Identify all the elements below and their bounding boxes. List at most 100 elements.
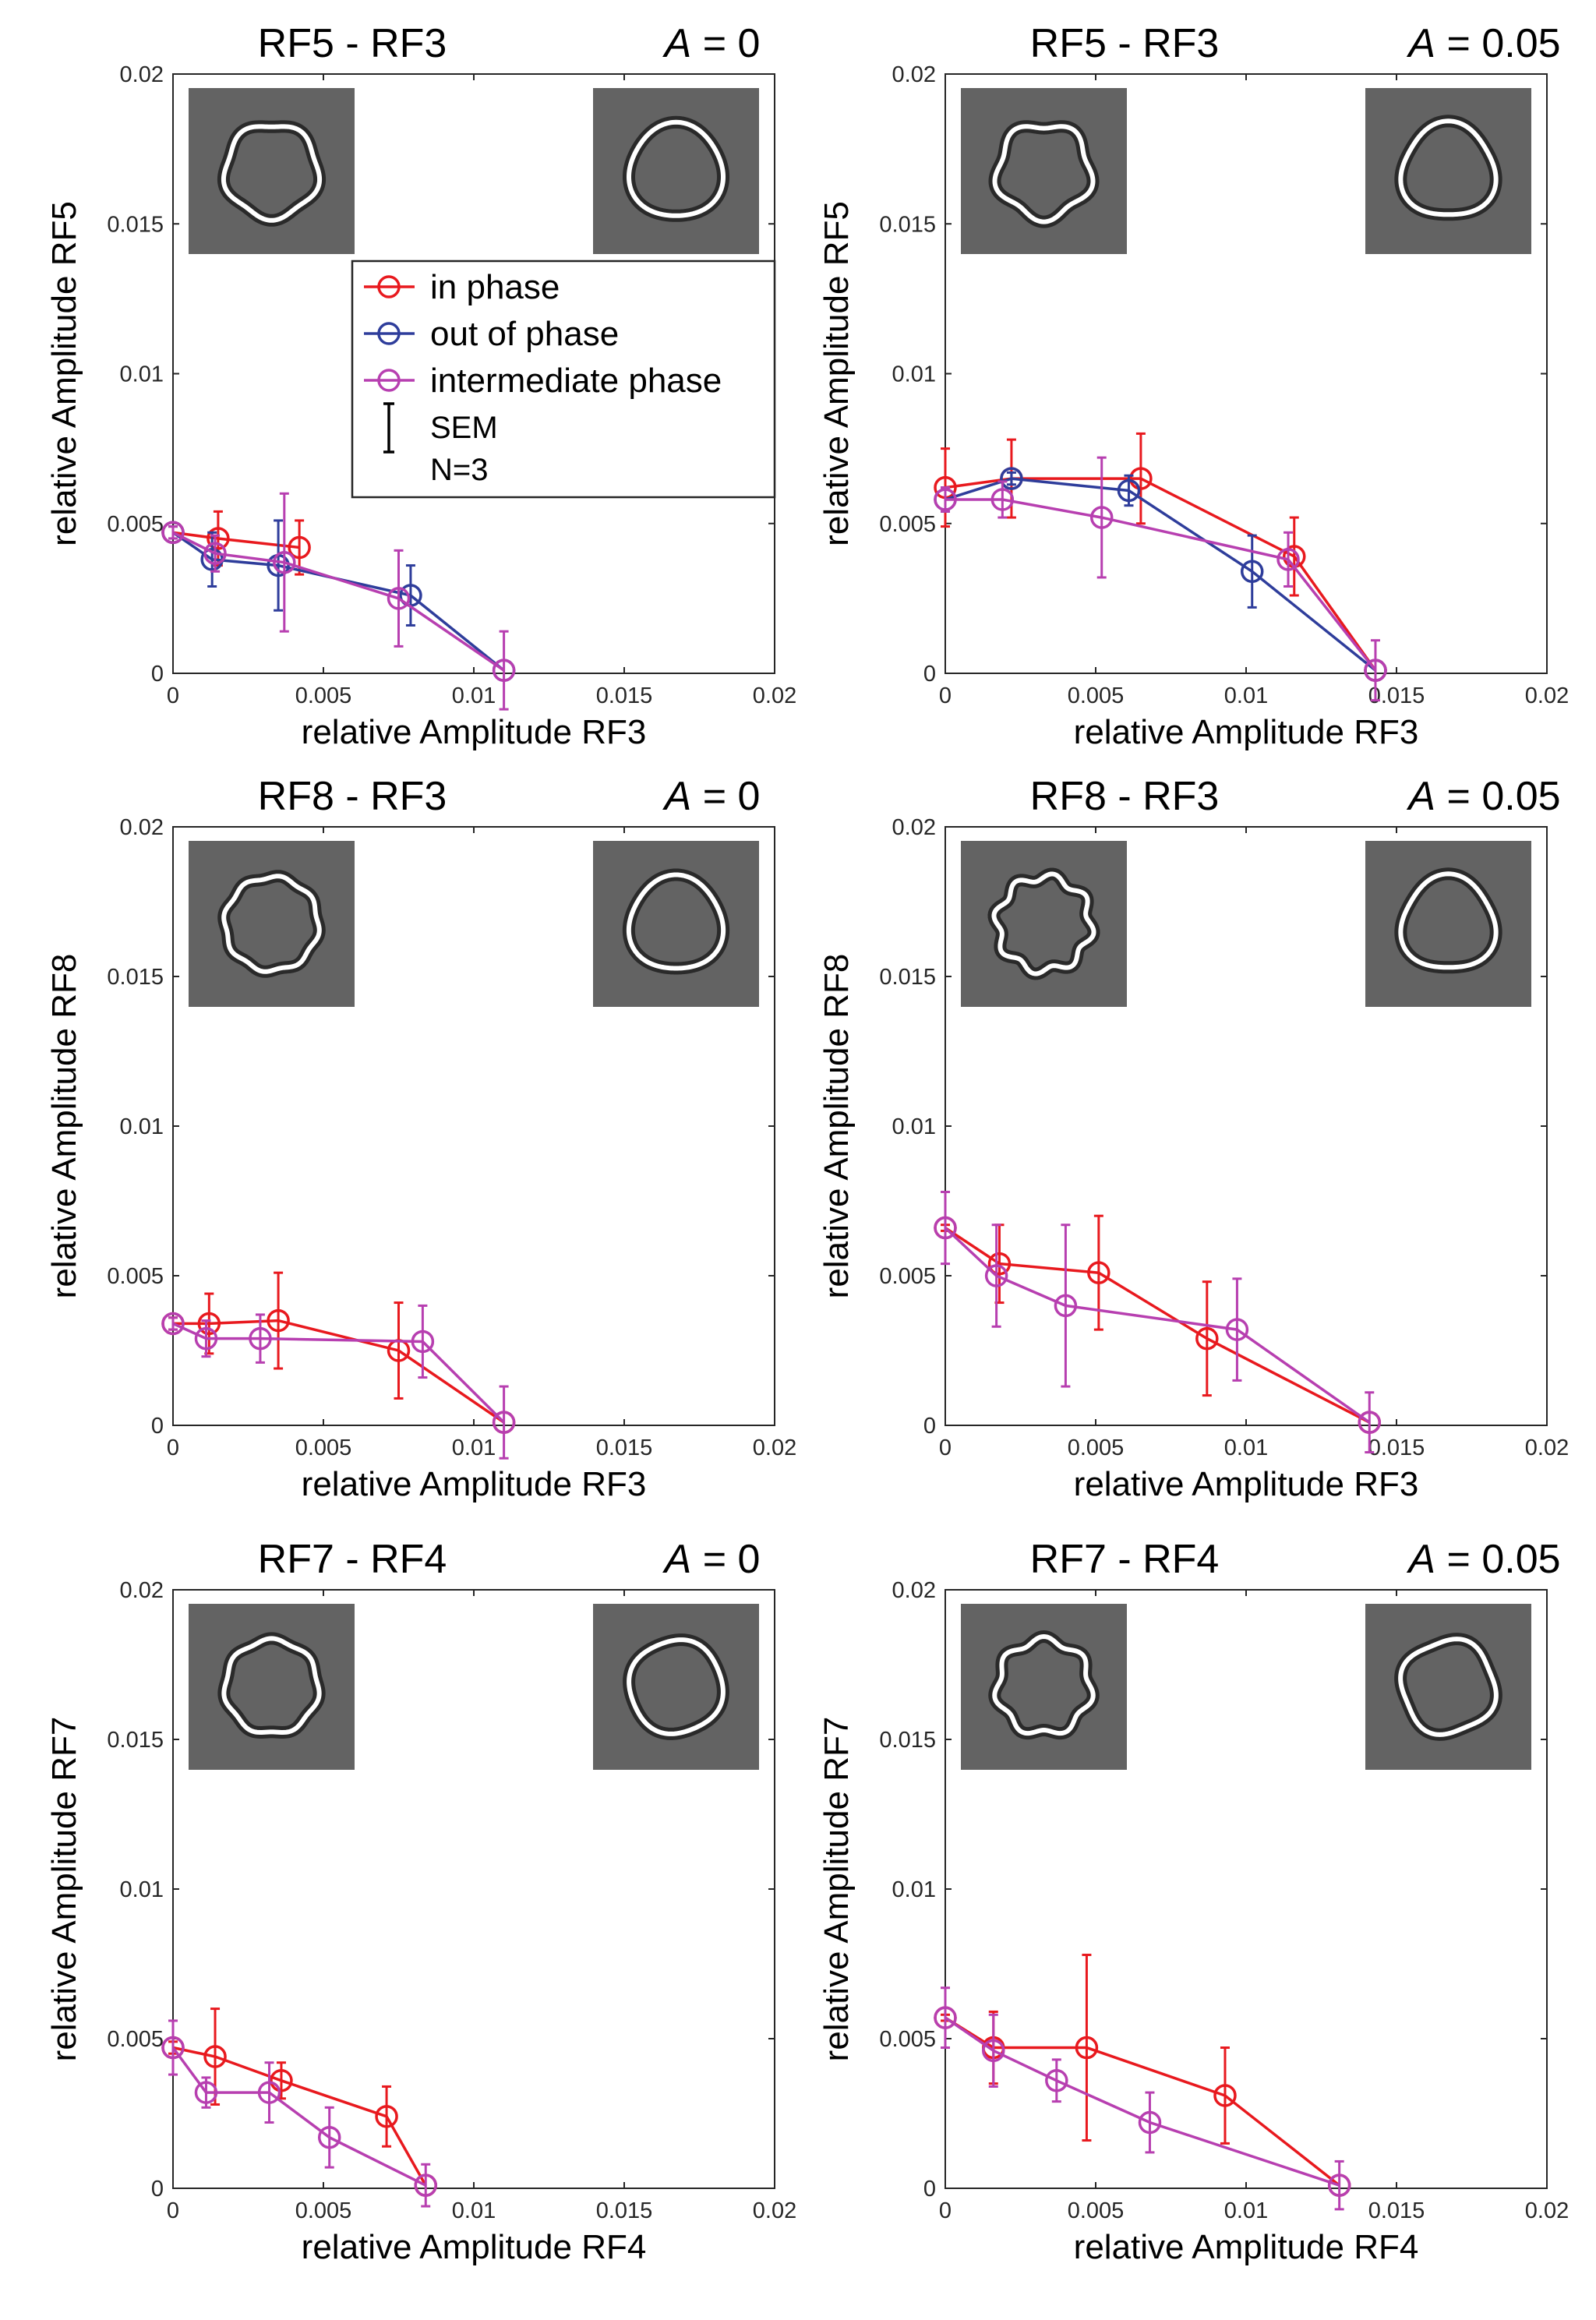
thumbnail-background (1365, 841, 1531, 1007)
chart-panel-2: 0 0.005 0.01 0.015 0.02 0 0.005 0.01 0.015 0.02 RF… (817, 21, 1569, 751)
series-line (945, 498, 1377, 672)
data-point (375, 2105, 398, 2128)
stimulus-thumbnail (961, 841, 1127, 1007)
series-line (945, 1227, 1371, 1424)
data-point (270, 2069, 293, 2092)
y-tick-label: 0.015 (107, 212, 164, 237)
series-intermediate-phase (161, 2019, 437, 2208)
legend-sem-label: SEM (430, 411, 498, 445)
y-axis-label: relative Amplitude RF8 (817, 954, 856, 1299)
data-point (1089, 506, 1114, 529)
amplitude-value: = 0 (691, 21, 760, 66)
chart-panel-5: 0 0.005 0.01 0.015 0.02 0 0.005 0.01 0.015 0.02 RF… (45, 1537, 796, 2266)
x-axis-label: relative Amplitude RF4 (1074, 2228, 1419, 2266)
data-point (1117, 478, 1141, 503)
amplitude-value: = 0 (691, 1537, 760, 1582)
data-point (194, 2081, 218, 2104)
panel-title: RF5 - RF3 (1030, 21, 1220, 66)
amplitude-var: A (662, 1537, 692, 1582)
series-intermediate-phase (934, 456, 1387, 702)
data-point (1054, 1294, 1078, 1318)
data-point (1240, 560, 1264, 584)
data-point (1358, 1411, 1382, 1434)
series-line (172, 531, 505, 672)
thumbnail-background (593, 1604, 759, 1770)
contour-white-line (1398, 871, 1499, 970)
y-tick-label: 0.02 (892, 815, 936, 840)
data-point (1225, 1318, 1249, 1341)
contour-white-line (1398, 1637, 1499, 1737)
data-point (1138, 2110, 1162, 2135)
y-tick-label: 0 (923, 1414, 936, 1439)
amplitude-var: A (662, 774, 692, 819)
x-tick-label: 0.005 (1068, 2198, 1125, 2223)
series-in-phase (934, 1214, 1382, 1434)
data-point (257, 2081, 281, 2104)
x-tick-label: 0.01 (452, 1435, 496, 1460)
y-tick-label: 0.005 (879, 1264, 936, 1289)
series-line (945, 2016, 1340, 2187)
data-point (197, 1312, 221, 1336)
legend-marker (377, 322, 401, 345)
y-tick-label: 0.01 (120, 1114, 164, 1139)
x-tick-label: 0.005 (295, 683, 352, 708)
y-tick-label: 0 (151, 662, 164, 687)
amplitude-value: = 0 (691, 774, 760, 819)
chart-panel-6: 0 0.005 0.01 0.015 0.02 0 0.005 0.01 0.015 0.02 RF… (817, 1537, 1569, 2266)
contour-white-line (991, 871, 1096, 976)
contour-white-line (627, 1637, 726, 1736)
y-tick-label: 0 (151, 2177, 164, 2202)
data-point (194, 1326, 218, 1351)
x-tick-label: 0.015 (1368, 1435, 1425, 1460)
y-axis-label: relative Amplitude RF5 (817, 201, 856, 546)
data-point (987, 1252, 1012, 1276)
y-tick-label: 0.02 (120, 815, 164, 840)
thumbnail-background (961, 841, 1127, 1007)
x-tick-label: 0.015 (596, 683, 653, 708)
stimulus-thumbnail (961, 1604, 1127, 1770)
stimulus-thumbnail (593, 841, 759, 1007)
data-point (990, 488, 1015, 511)
series-in-phase (161, 1271, 516, 1434)
contour-white-line (1398, 118, 1499, 217)
x-tick-label: 0.02 (1525, 2198, 1569, 2223)
data-point (411, 1329, 435, 1354)
y-axis-label: relative Amplitude RF7 (45, 1717, 83, 2062)
amplitude-value: = 0.05 (1435, 1537, 1560, 1582)
y-tick-label: 0.01 (892, 362, 936, 387)
x-tick-label: 0 (939, 2198, 952, 2223)
legend-label: out of phase (430, 315, 619, 353)
series-intermediate-phase (161, 1304, 516, 1460)
stimulus-thumbnail (593, 1604, 759, 1770)
data-point (982, 2039, 1005, 2063)
x-tick-label: 0 (167, 2198, 179, 2223)
contour-white-line (221, 874, 322, 974)
y-tick-label: 0.005 (107, 2027, 164, 2052)
data-point (1075, 2036, 1099, 2060)
thumbnail-background (189, 841, 355, 1007)
x-tick-label: 0.005 (1068, 683, 1125, 708)
x-tick-label: 0.01 (1224, 683, 1268, 708)
data-point (934, 488, 957, 511)
x-tick-label: 0.005 (295, 1435, 352, 1460)
y-tick-label: 0.02 (892, 1578, 936, 1603)
amplitude-var: A (662, 21, 692, 66)
panel-title: RF5 - RF3 (258, 21, 447, 66)
y-tick-label: 0.005 (879, 512, 936, 537)
data-point (1213, 2084, 1237, 2107)
data-point (934, 1216, 957, 1240)
data-point (203, 542, 227, 565)
chart-panel-4: 0 0.005 0.01 0.015 0.02 0 0.005 0.01 0.015 0.02 RF… (817, 774, 1569, 1503)
data-point (267, 1308, 290, 1333)
stimulus-thumbnail (189, 841, 355, 1007)
thumbnail-background (1365, 1604, 1531, 1770)
series-in-phase (934, 1953, 1351, 2197)
amplitude-var: A (1406, 774, 1435, 819)
amplitude-value: = 0.05 (1435, 21, 1560, 66)
x-tick-label: 0 (167, 683, 179, 708)
panel-amplitude: A = 0.05 (1406, 774, 1560, 819)
x-axis-label: relative Amplitude RF3 (1074, 1465, 1419, 1503)
y-tick-label: 0.01 (120, 362, 164, 387)
thumbnail-background (593, 88, 759, 254)
y-tick-label: 0.005 (107, 512, 164, 537)
